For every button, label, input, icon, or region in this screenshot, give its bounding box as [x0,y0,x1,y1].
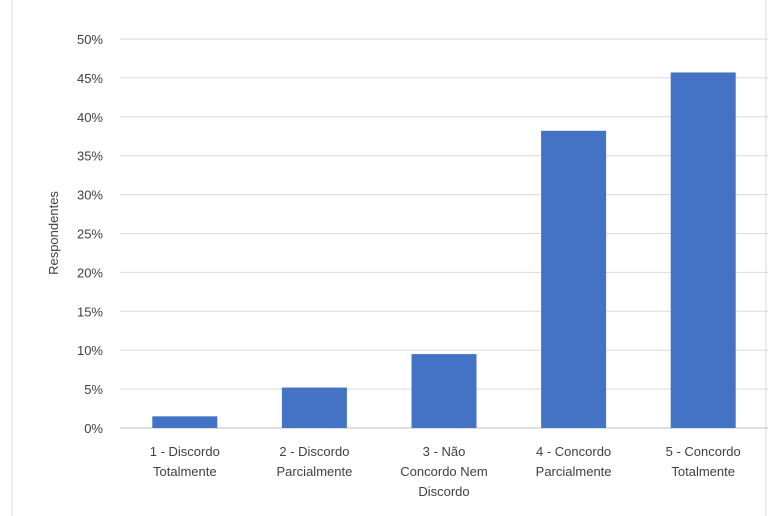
y-tick-label: 50% [77,32,103,47]
x-category-label: 4 - Concordo Parcialmente [536,444,612,479]
y-tick-label: 40% [77,110,103,125]
bar [670,72,736,428]
y-tick-label: 20% [77,265,103,280]
bars [152,72,736,428]
bar [281,387,347,428]
y-tick-label: 5% [84,382,103,397]
bar [541,130,607,428]
x-category-label: 1 - Discordo Totalmente [150,444,220,479]
gridlines [120,38,768,429]
y-axis-tick-labels: 0% 5% 10% 15% 20% 25% 30% 35% 40% 45% 50% [77,32,103,436]
y-tick-label: 0% [84,421,103,436]
y-axis-label: Respondentes [46,191,61,275]
x-category-label: 3 - Não Concordo Nem Discordo [400,444,487,499]
y-tick-label: 30% [77,188,103,203]
x-category-label: 2 - Discordo Parcialmente [276,444,352,479]
y-tick-label: 25% [77,227,103,242]
x-category-label: 5 - Concordo Totalmente [666,444,741,479]
y-tick-label: 15% [77,304,103,319]
bar [152,416,218,428]
x-axis-category-labels: 1 - Discordo Totalmente 2 - Discordo Parcia… [150,444,741,499]
y-tick-label: 35% [77,149,103,164]
bar [411,354,477,428]
y-tick-label: 10% [77,343,103,358]
y-tick-label: 45% [77,71,103,86]
